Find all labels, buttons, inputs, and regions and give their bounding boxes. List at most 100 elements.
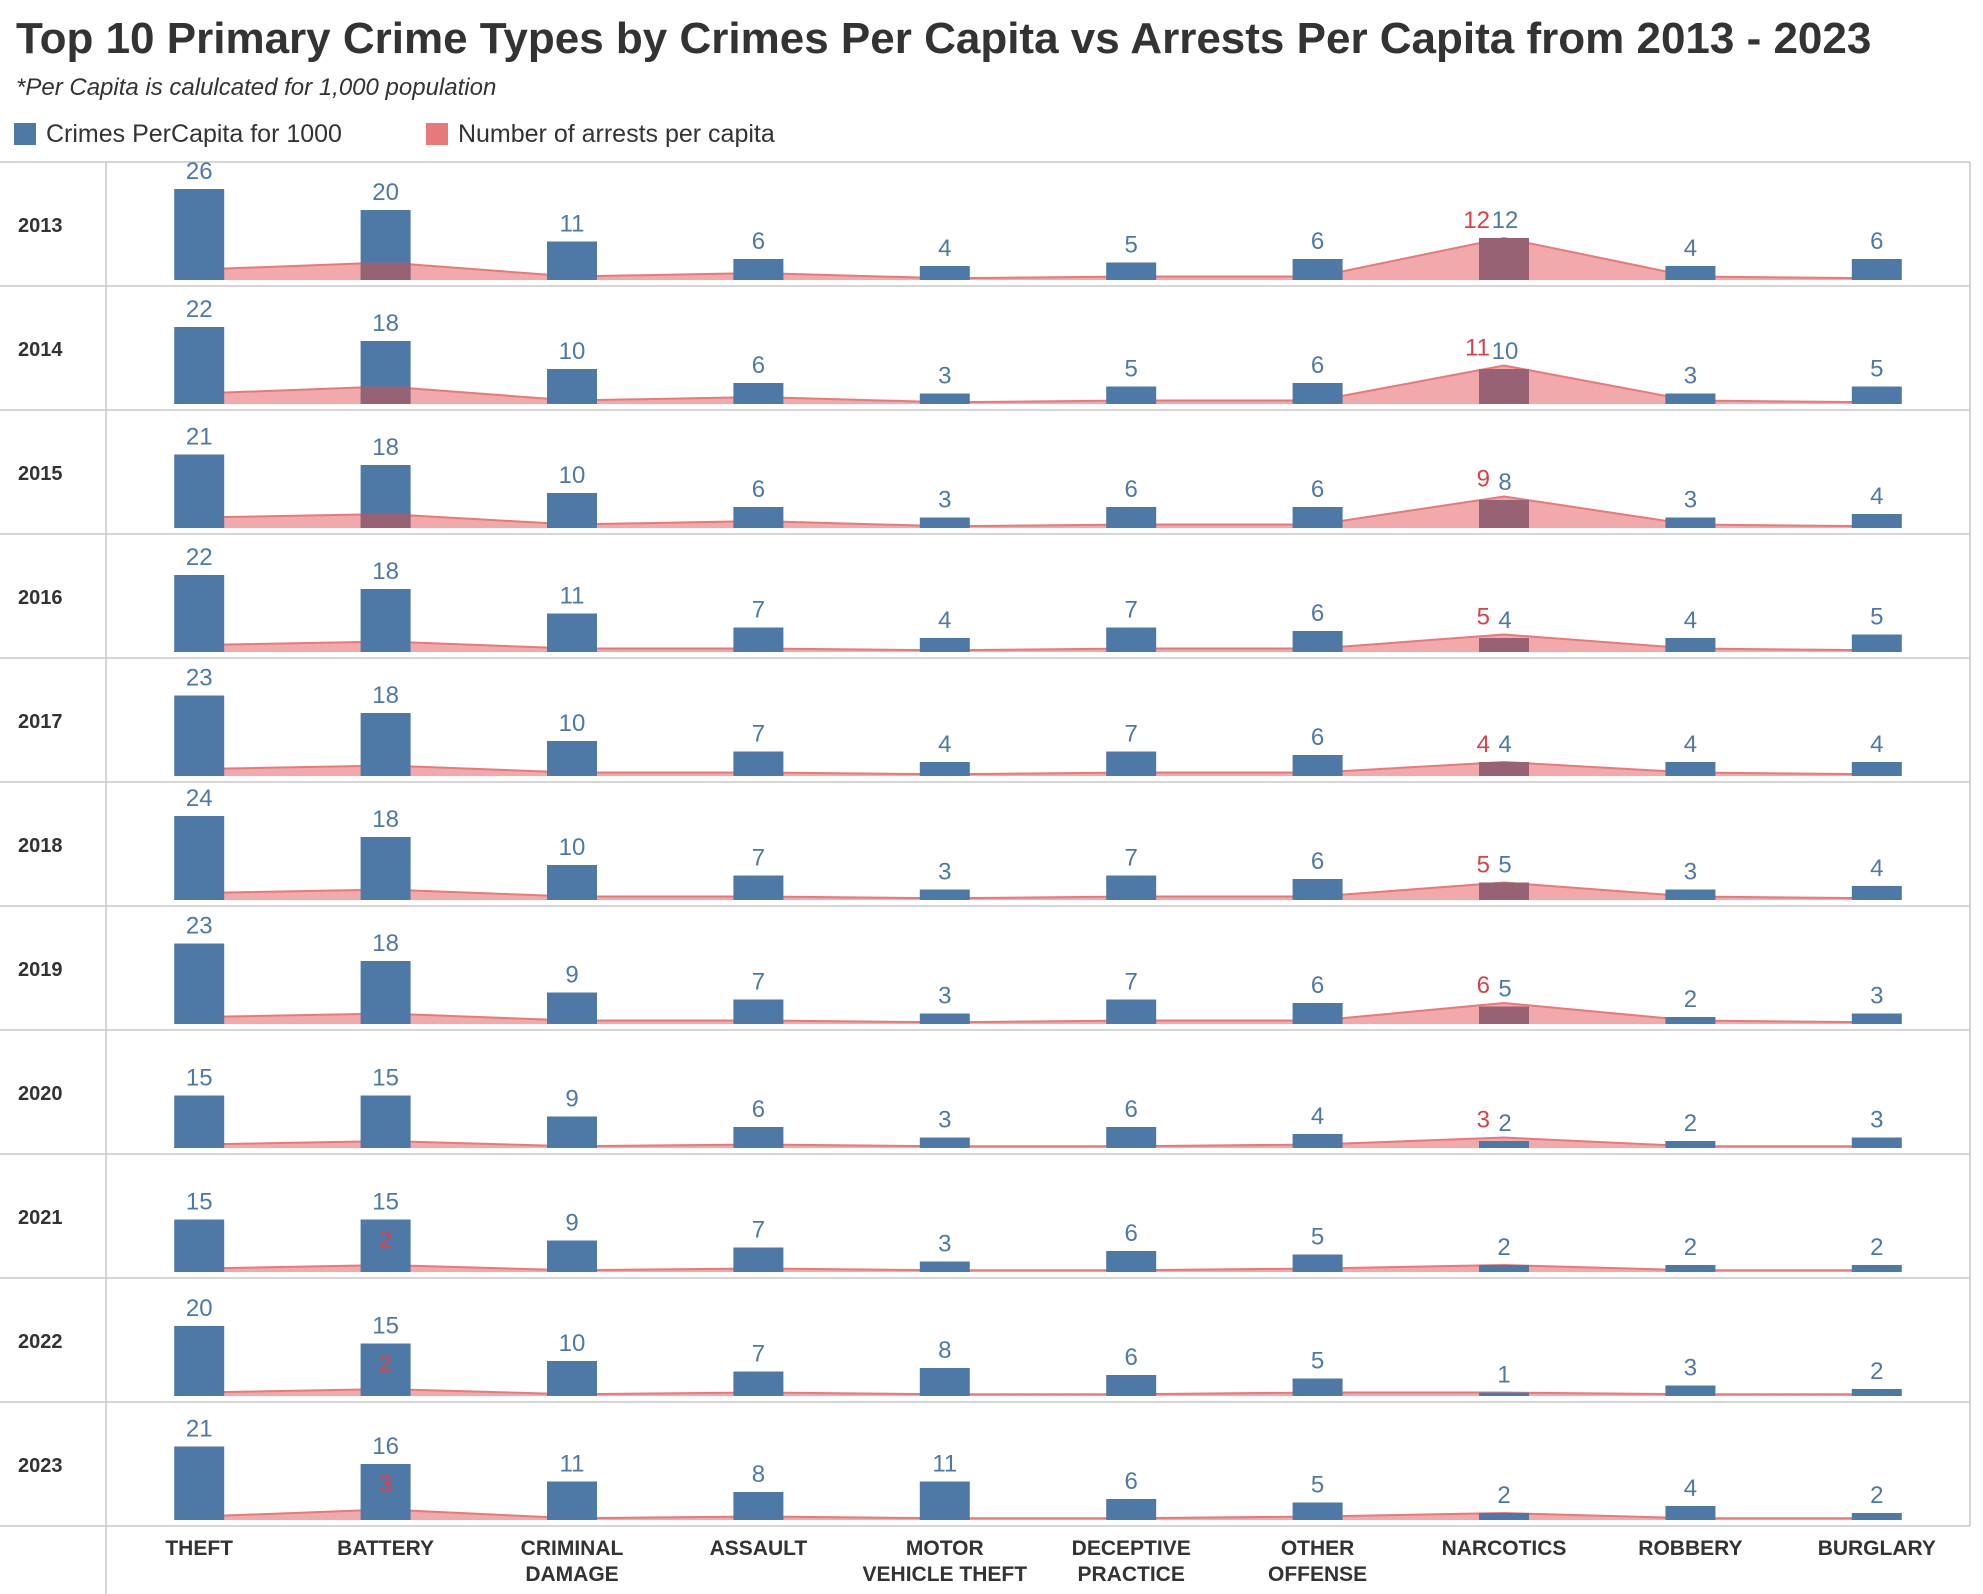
arrest-value-label: 5 [1477,852,1490,879]
crime-bar [919,1013,970,1024]
crime-bar [1665,517,1716,528]
overlap-segment [360,386,411,404]
overlap-segment [360,262,411,280]
year-label: 2015 [18,463,63,485]
crime-value-label: 10 [559,338,586,365]
crime-bar [1851,1265,1902,1272]
legend-item-crimes: Crimes PerCapita for 1000 [14,120,342,149]
crime-bar [174,575,225,652]
crime-bar [174,943,225,1024]
arrest-value-label: 2 [379,1351,392,1378]
crime-value-label: 26 [186,158,213,185]
arrest-value-label: 4 [1477,731,1490,758]
year-label: 2017 [18,711,63,733]
crime-bar [919,266,970,280]
crime-value-label: 2 [1870,1234,1883,1261]
crime-bar [174,1095,225,1148]
category-label: VEHICLE THEFT [863,1563,1028,1586]
year-label: 2019 [18,959,63,981]
crime-bar [1292,383,1343,404]
crime-bar [547,493,597,528]
crime-value-label: 3 [938,363,951,390]
crime-bar [1106,1499,1157,1520]
arrests-area [199,1509,1877,1520]
crime-value-label: 7 [752,1341,765,1368]
crime-value-label: 2 [1684,1110,1697,1137]
arrest-value-label: 9 [1477,466,1490,493]
crime-bar [547,865,597,900]
crime-bar [547,1240,597,1272]
overlap-segment [360,514,411,528]
crime-value-label: 3 [938,487,951,514]
crime-bar [1292,259,1343,280]
crime-bar [1665,266,1716,280]
crime-bar [547,369,597,404]
crime-bar [1106,386,1157,404]
crime-value-label: 2 [1684,1234,1697,1261]
crime-bar [733,383,784,404]
crime-value-label: 2 [1684,986,1697,1013]
crime-value-label: 10 [559,462,586,489]
crime-bar [1851,386,1902,404]
crime-value-label: 15 [186,1065,213,1092]
overlap-segment [1479,882,1529,900]
crime-bar [733,507,784,528]
crime-bar [174,189,225,280]
crime-value-label: 6 [1311,848,1324,875]
crime-bar [1665,393,1716,404]
crime-bar [360,713,411,776]
crime-value-label: 10 [559,834,586,861]
crime-value-label: 8 [938,1337,951,1364]
crime-bar [733,1492,784,1520]
crime-value-label: 10 [559,710,586,737]
crime-value-label: 3 [1684,363,1697,390]
crime-value-label: 2 [1497,1234,1510,1261]
overlap-segment [1479,1006,1529,1024]
arrests-line [199,760,1877,776]
crime-bar [1106,999,1157,1024]
crime-value-label: 5 [1125,232,1138,259]
crime-bar [174,327,225,404]
category-label: OFFENSE [1268,1563,1367,1586]
crime-bar [1479,1392,1529,1396]
year-label: 2022 [18,1331,63,1353]
crime-value-label: 9 [565,1086,578,1113]
arrests-line [199,1136,1877,1148]
crime-bar [174,695,225,776]
arrest-value-label: 3 [1477,1107,1490,1134]
crime-bar [547,241,597,280]
crime-value-label: 4 [938,235,951,262]
overlap-segment [1479,238,1529,280]
category-label: ROBBERY [1638,1537,1742,1560]
crime-value-label: 15 [186,1189,213,1216]
crime-bar [360,589,411,652]
crime-bar [1851,514,1902,528]
crime-bar [1292,631,1343,652]
crime-value-label: 7 [752,845,765,872]
year-label: 2014 [18,339,63,361]
crime-bar [733,1247,784,1272]
crime-value-label: 4 [1870,483,1883,510]
crime-value-label: 5 [1311,1224,1324,1251]
crime-value-label: 3 [938,859,951,886]
category-label: DECEPTIVE [1072,1537,1191,1560]
crime-bar [1292,1134,1343,1148]
crime-value-label: 6 [1125,1096,1138,1123]
crime-bar [1479,1513,1529,1520]
crime-value-label: 3 [938,1107,951,1134]
crime-bar [360,1219,411,1272]
crime-value-label: 6 [1311,600,1324,627]
arrest-value-label: 11 [1465,335,1490,362]
crime-value-label: 20 [186,1295,213,1322]
crime-value-label: 2 [1870,1358,1883,1385]
year-label: 2013 [18,215,63,237]
crime-value-label: 8 [1498,469,1511,496]
crime-bar [1106,1251,1157,1272]
crime-value-label: 18 [372,806,399,833]
crime-bar [1665,1141,1716,1148]
overlap-segment [1479,369,1529,404]
arrests-line [199,1001,1877,1024]
crime-bar [547,613,597,652]
crime-bar [547,741,597,776]
crime-value-label: 6 [752,1096,765,1123]
